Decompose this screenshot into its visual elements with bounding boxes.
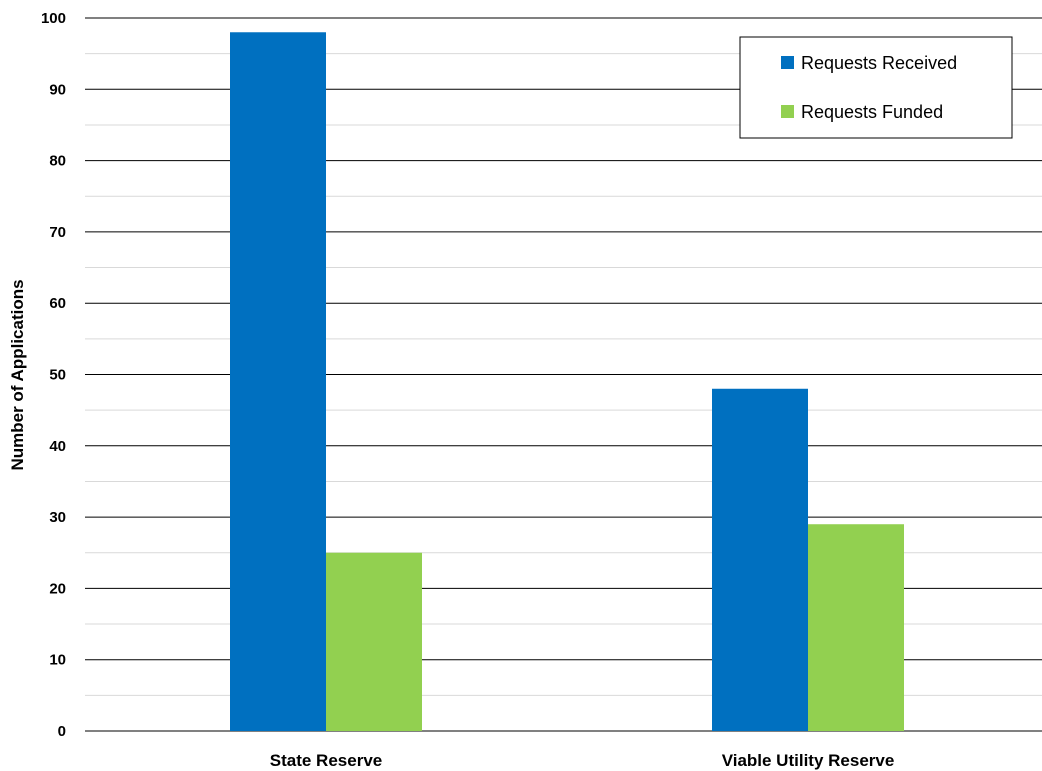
x-category-label: State Reserve	[270, 751, 382, 770]
bar-requests-received-viable-utility-reserve	[712, 388, 808, 731]
bar-requests-funded-state-reserve	[326, 552, 422, 731]
y-axis-title: Number of Applications	[8, 279, 27, 470]
y-tick-label: 0	[58, 723, 66, 740]
y-tick-label: 10	[49, 652, 66, 669]
y-tick-label: 30	[49, 509, 66, 526]
y-tick-label: 100	[41, 10, 66, 27]
legend-box	[739, 36, 1013, 139]
y-tick-label: 40	[49, 438, 66, 455]
x-axis-category-labels: State Reserve Viable Utility Reserve	[270, 751, 895, 770]
y-tick-label: 20	[49, 580, 66, 597]
legend-swatch-requests-funded	[781, 105, 794, 118]
y-tick-label: 80	[49, 153, 66, 170]
bars	[230, 32, 904, 731]
bar-requests-funded-viable-utility-reserve	[808, 524, 904, 731]
y-tick-label: 70	[49, 224, 66, 241]
bar-requests-received-state-reserve	[230, 32, 326, 731]
legend-swatch-requests-received	[781, 56, 794, 69]
y-tick-label: 50	[49, 367, 66, 384]
legend: Requests Received Requests Funded	[739, 36, 1013, 139]
legend-label-requests-funded: Requests Funded	[801, 102, 943, 122]
y-axis-tick-labels: 0 10 20 30 40 50 60 70 80 90 100	[41, 10, 66, 740]
legend-label-requests-received: Requests Received	[801, 53, 957, 73]
x-category-label: Viable Utility Reserve	[722, 751, 895, 770]
y-tick-label: 60	[49, 295, 66, 312]
y-tick-label: 90	[49, 81, 66, 98]
